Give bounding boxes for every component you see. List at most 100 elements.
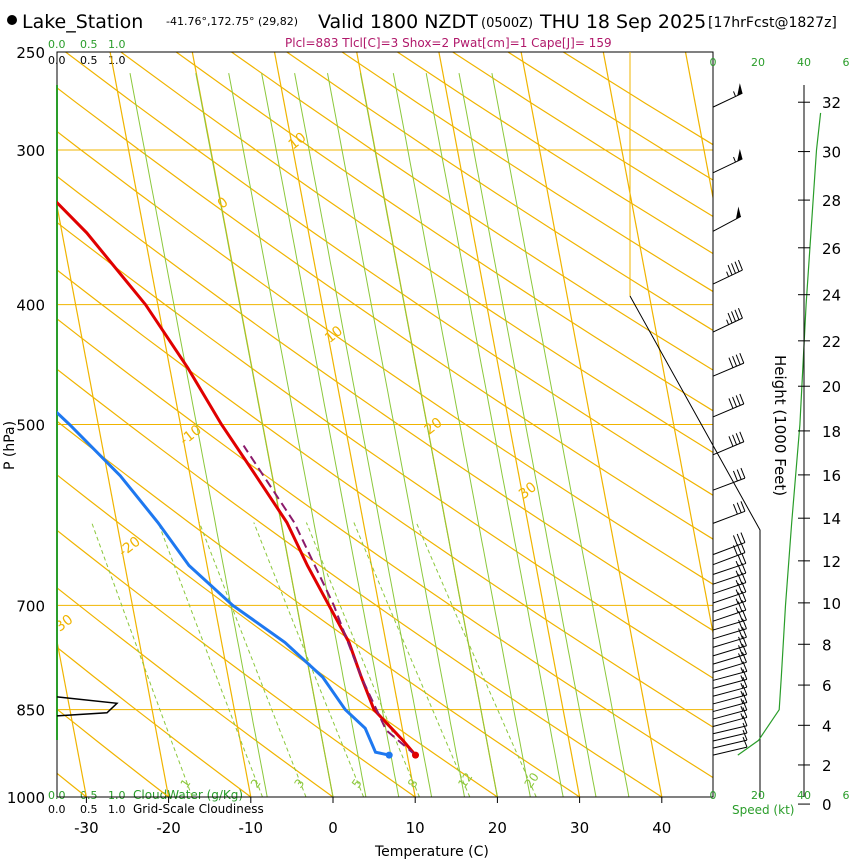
cloudiness-label: Grid-Scale Cloudiness (133, 802, 264, 816)
wind-barb-staff (712, 709, 747, 720)
isotherm-label: 0 (215, 194, 232, 212)
x-axis-title: Temperature (C) (374, 844, 489, 860)
wind-barb-flag (742, 684, 748, 696)
dry-adiabat-line (57, 529, 416, 797)
temperature-line (57, 200, 417, 757)
wind-barb (712, 618, 747, 640)
wind-barb-flag (740, 467, 746, 479)
temperature-tick-label: -10 (239, 819, 264, 837)
wind-barb-halfflag (740, 683, 744, 689)
wind-barb-halfflag (726, 319, 730, 325)
wind-barb-halfflag (735, 589, 739, 595)
wind-barb-halfflag (735, 598, 739, 604)
wind-barb (712, 684, 748, 705)
wind-barb-staff (712, 732, 748, 742)
wind-barb-flag (728, 357, 734, 368)
cloudiness-tick-bottom-2: 1.0 (108, 803, 126, 816)
moist-adiabat-line (294, 73, 433, 797)
height-tick-label: 18 (822, 423, 841, 441)
wind-barb-flag (737, 307, 743, 319)
height-axis-title: Height (1000 Feet) (771, 355, 789, 496)
wind-barb-flag (742, 707, 748, 718)
dry-adiabat-line (65, 52, 713, 496)
wind-barb-halfflag (733, 156, 736, 163)
wind-barb-staff (712, 716, 747, 727)
wind-barb-staff (712, 725, 748, 735)
wind-barb-flag (742, 692, 748, 703)
mixing-ratio-line (353, 522, 471, 797)
wind-barb-halfflag (740, 698, 744, 704)
wind-barb-pennant (735, 206, 741, 220)
wind-barb-flag (731, 311, 736, 322)
dry-adiabat-line (57, 318, 713, 779)
cloudiness-tick-bottom-1: 0.5 (80, 803, 98, 816)
pressure-tick-label: 700 (16, 597, 45, 615)
wind-barb (712, 307, 743, 333)
wind-barb (712, 501, 746, 524)
moist-adiabat-line (425, 73, 564, 797)
wind-barb (712, 352, 745, 377)
height-tick-label: 10 (822, 595, 841, 613)
height-tick-label: 20 (822, 378, 841, 396)
pressure-tick-label: 850 (16, 702, 45, 720)
wind-barb-flag (734, 309, 740, 320)
height-tick-label: 16 (822, 467, 841, 485)
isotherm-label: -30 (48, 612, 76, 639)
isotherm-line (109, 52, 252, 797)
cloudiness-line (56, 696, 119, 717)
dry-adiabat-line (57, 646, 252, 797)
moist-adiabat-line (359, 73, 498, 797)
wind-barb-flag (742, 643, 747, 655)
wind-barb-flag (742, 635, 747, 646)
wind-barb (712, 692, 748, 713)
zulu-time: (0500Z) (481, 16, 533, 31)
cloudiness-tick-bottom-0: 0.0 (48, 803, 66, 816)
pressure-tick-label: 250 (16, 44, 45, 62)
temperature-axis: -30 -20 -10 0 10 20 30 40 (74, 797, 671, 837)
speed-tick-top: 20 (751, 56, 765, 69)
wind-barb-staff (712, 317, 743, 333)
moist-adiabat-line (129, 73, 268, 797)
height-tick-label: 22 (822, 333, 841, 351)
pressure-tick-label: 1000 (7, 789, 45, 807)
wind-barb-flag (740, 532, 746, 543)
wind-barb-flag (742, 676, 748, 688)
speed-tick-top: 6 (843, 56, 850, 69)
wind-barb (712, 83, 743, 108)
wind-barb-flag (742, 618, 747, 629)
wind-barb-halfflag (726, 271, 730, 277)
wind-barb-halfflag (740, 667, 744, 673)
wind-barb-flag (742, 627, 747, 638)
cloudwater-tick-bottom-1: 0.5 (80, 789, 98, 802)
cloudiness-profile (56, 696, 119, 717)
dry-adiabat-line (57, 368, 663, 797)
mixing-ratio-line (305, 522, 420, 797)
height-tick-label: 14 (822, 510, 841, 528)
wind-barb-staff (712, 686, 747, 697)
station-name: Lake_Station (22, 11, 143, 33)
height-tick-label: 2 (822, 757, 832, 775)
dry-adiabat-line (57, 175, 713, 632)
wind-barb-staff (712, 572, 747, 585)
height-tick-label: 30 (822, 144, 841, 162)
temperature-surface-marker (412, 751, 420, 759)
temperature-tick-label: 20 (488, 819, 507, 837)
wind-barb (712, 715, 748, 735)
wind-barb-flag (727, 264, 733, 276)
wind-barb (712, 259, 743, 285)
moist-adiabat-line (228, 73, 367, 797)
speed-tick-top: 0 (710, 56, 717, 69)
dewpoint-line (57, 410, 390, 757)
wind-barb (712, 707, 748, 727)
mixing-ratio-label: 3 (291, 776, 307, 790)
wind-barb-staff (712, 600, 747, 613)
wind-barb-halfflag (740, 690, 744, 697)
wind-barb-staff (712, 362, 745, 377)
wind-speed-line (737, 112, 822, 756)
mixing-ratio-label: 20 (522, 770, 542, 791)
dry-adiabat-line (57, 130, 713, 585)
isotherm-line (57, 638, 87, 797)
wind-barb-flag (742, 669, 748, 680)
temperature-tick-label: 10 (406, 819, 425, 837)
speed-tick-top: 40 (797, 56, 811, 69)
